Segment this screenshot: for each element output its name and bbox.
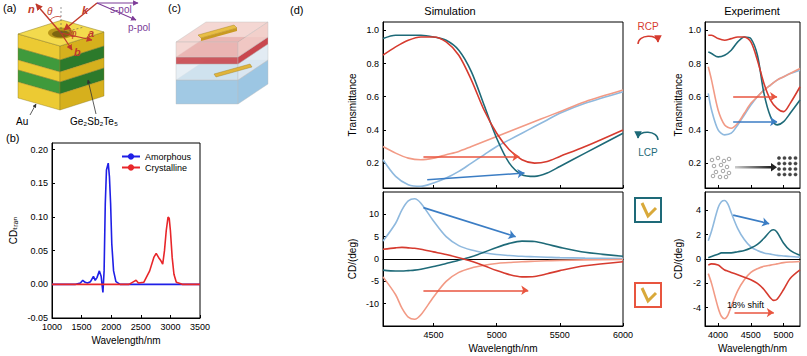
svg-text:Crystalline: Crystalline — [145, 163, 187, 173]
svg-text:4500: 4500 — [741, 330, 761, 340]
svg-text:0.15: 0.15 — [30, 178, 48, 188]
svg-text:3000: 3000 — [160, 322, 180, 332]
svg-text:Wavelength/nm: Wavelength/nm — [91, 335, 160, 346]
svg-text:5500: 5500 — [550, 330, 570, 340]
svg-text:4: 4 — [696, 205, 701, 215]
svg-text:0.00: 0.00 — [30, 279, 48, 289]
svg-text:Amorphous: Amorphous — [145, 152, 192, 162]
svg-text:1000: 1000 — [42, 322, 62, 332]
svg-text:0: 0 — [696, 254, 701, 264]
svg-text:Wavelength/nm: Wavelength/nm — [468, 343, 537, 354]
svg-text:(a): (a) — [3, 2, 16, 14]
svg-text:1500: 1500 — [72, 322, 92, 332]
svg-text:1.0: 1.0 — [688, 25, 701, 35]
svg-text:3500: 3500 — [190, 322, 210, 332]
svg-text:n: n — [28, 3, 35, 15]
svg-text:4500: 4500 — [424, 330, 444, 340]
svg-text:0.4: 0.4 — [366, 125, 379, 135]
svg-text:θ: θ — [47, 6, 53, 17]
svg-text:2500: 2500 — [131, 322, 151, 332]
svg-text:CD/(deg): CD/(deg) — [673, 239, 684, 280]
svg-text:φ: φ — [70, 28, 77, 39]
svg-text:10: 10 — [369, 209, 379, 219]
svg-text:(c): (c) — [168, 2, 181, 14]
svg-text:0.2: 0.2 — [366, 158, 379, 168]
svg-text:1.0: 1.0 — [366, 25, 379, 35]
svg-text:0.6: 0.6 — [366, 92, 379, 102]
svg-text:Experiment: Experiment — [724, 5, 780, 17]
svg-text:b: b — [74, 46, 81, 58]
svg-text:Wavelength/nm: Wavelength/nm — [718, 343, 787, 354]
svg-text:0.6: 0.6 — [688, 92, 701, 102]
svg-text:4000: 4000 — [708, 330, 728, 340]
svg-text:0.2: 0.2 — [688, 158, 701, 168]
svg-text:5000: 5000 — [774, 330, 794, 340]
svg-text:18% shift: 18% shift — [727, 300, 765, 310]
svg-text:5: 5 — [374, 232, 379, 242]
svg-text:5000: 5000 — [487, 330, 507, 340]
svg-text:p-pol: p-pol — [128, 22, 150, 33]
svg-text:Transmittance: Transmittance — [673, 73, 684, 136]
svg-text:6000: 6000 — [613, 330, 633, 340]
svg-text:2: 2 — [696, 230, 701, 240]
svg-text:0.20: 0.20 — [30, 145, 48, 155]
svg-text:s-pol: s-pol — [110, 4, 132, 15]
svg-text:CDₜᵣₐₙ: CDₜᵣₐₙ — [8, 217, 19, 245]
svg-text:Ge₂Sb₂Te₅: Ge₂Sb₂Te₅ — [70, 116, 118, 127]
svg-text:2000: 2000 — [101, 322, 121, 332]
svg-text:-10: -10 — [366, 299, 379, 309]
svg-text:Au: Au — [16, 116, 28, 127]
svg-text:0.8: 0.8 — [688, 59, 701, 69]
svg-text:Simulation: Simulation — [424, 5, 475, 17]
svg-text:0: 0 — [374, 254, 379, 264]
svg-text:-5: -5 — [371, 276, 379, 286]
svg-text:0.05: 0.05 — [30, 246, 48, 256]
svg-text:a: a — [88, 27, 94, 39]
svg-text:(d): (d) — [290, 4, 303, 16]
svg-text:Transmittance: Transmittance — [347, 73, 358, 136]
svg-text:0.10: 0.10 — [30, 212, 48, 222]
svg-text:-4: -4 — [693, 303, 701, 313]
svg-text:LCP: LCP — [638, 147, 658, 158]
svg-text:0.8: 0.8 — [366, 59, 379, 69]
svg-text:0.4: 0.4 — [688, 125, 701, 135]
svg-text:(b): (b) — [6, 132, 19, 144]
svg-text:-2: -2 — [693, 278, 701, 288]
svg-text:-0.05: -0.05 — [27, 313, 48, 323]
svg-text:k: k — [82, 4, 89, 16]
svg-text:RCP: RCP — [637, 21, 658, 32]
svg-text:CD/(deg): CD/(deg) — [347, 239, 358, 280]
